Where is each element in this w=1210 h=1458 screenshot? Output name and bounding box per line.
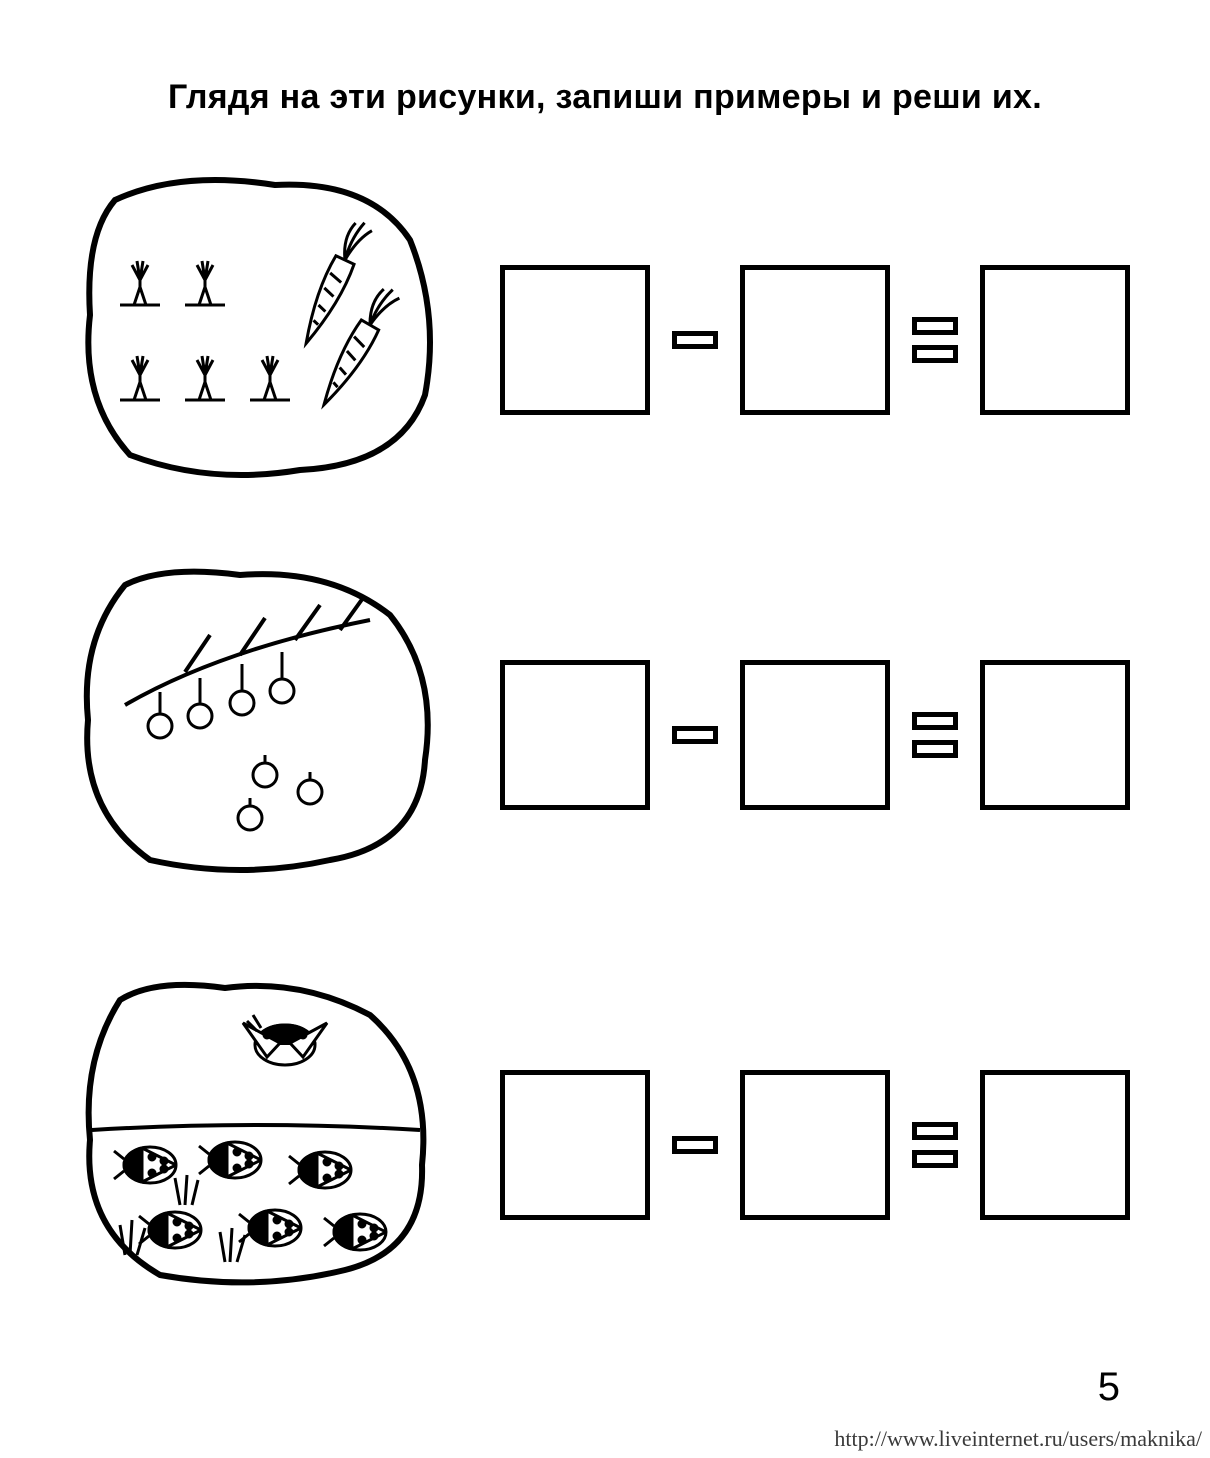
answer-box[interactable] <box>500 1070 650 1220</box>
equation-carrots <box>500 260 1130 420</box>
exercise-row-carrots <box>70 165 1150 495</box>
answer-box[interactable] <box>980 265 1130 415</box>
equation-ladybugs <box>500 1065 1130 1225</box>
exercise-row-berries <box>70 560 1150 890</box>
picture-carrots <box>70 165 440 485</box>
picture-ladybugs <box>70 970 440 1290</box>
answer-box[interactable] <box>740 265 890 415</box>
answer-box[interactable] <box>980 1070 1130 1220</box>
minus-icon <box>672 726 718 744</box>
equals-icon <box>912 1122 958 1168</box>
equals-icon <box>912 317 958 363</box>
picture-berries <box>70 560 440 880</box>
minus-icon <box>672 331 718 349</box>
answer-box[interactable] <box>980 660 1130 810</box>
footer-url: http://www.liveinternet.ru/users/maknika… <box>834 1426 1202 1452</box>
answer-box[interactable] <box>740 1070 890 1220</box>
answer-box[interactable] <box>500 265 650 415</box>
equation-berries <box>500 655 1130 815</box>
worksheet-page: Глядя на эти рисунки, запиши примеры и р… <box>0 0 1210 1458</box>
page-title: Глядя на эти рисунки, запиши примеры и р… <box>0 78 1210 117</box>
exercise-row-ladybugs <box>70 970 1150 1300</box>
answer-box[interactable] <box>500 660 650 810</box>
equals-icon <box>912 712 958 758</box>
answer-box[interactable] <box>740 660 890 810</box>
page-number: 5 <box>1098 1365 1120 1410</box>
minus-icon <box>672 1136 718 1154</box>
